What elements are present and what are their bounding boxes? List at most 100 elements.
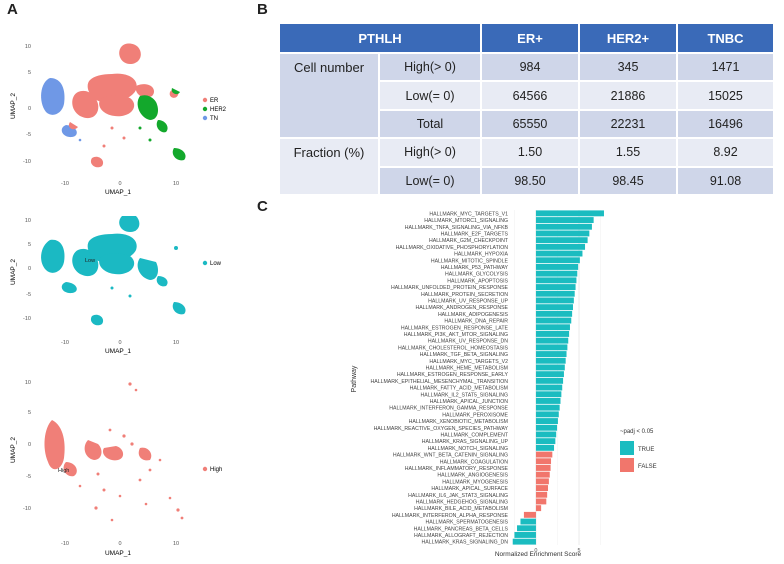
- gsea-category-label: HALLMARK_UV_RESPONSE_DN: [428, 339, 508, 345]
- gsea-category-label: HALLMARK_PANCREAS_BETA_CELLS: [414, 526, 509, 532]
- gsea-bar: [514, 532, 536, 538]
- table-cell: 65550: [482, 110, 578, 138]
- gsea-bar: [535, 438, 556, 445]
- row-sub-label: Total: [380, 110, 480, 138]
- svg-text:0: 0: [118, 541, 121, 547]
- high-cells: [44, 382, 184, 522]
- svg-text:-10: -10: [61, 181, 69, 187]
- gsea-bar: [535, 304, 573, 311]
- pthlh-table: PTHLH ER+ HER2+ TNBC Cell number High(> …: [278, 22, 775, 196]
- group-ylabel: UMAP_2: [10, 93, 17, 119]
- svg-text:5: 5: [28, 242, 31, 248]
- gsea-category-label: HALLMARK_E2F_TARGETS: [441, 232, 509, 238]
- gsea-bar-chart: HALLMARK_MYC_TARGETS_V1HALLMARK_MTORC1_S…: [351, 210, 657, 558]
- svg-text:0: 0: [118, 340, 121, 346]
- gsea-bar: [535, 210, 604, 217]
- header-pthlh: PTHLH: [280, 24, 480, 52]
- gsea-category-label: HALLMARK_XENOBIOTIC_METABOLISM: [409, 419, 508, 425]
- gsea-category-label: HALLMARK_ANDROGEN_RESPONSE: [415, 305, 508, 311]
- gsea-bar: [535, 491, 548, 498]
- gsea-category-label: HALLMARK_DNA_REPAIR: [444, 319, 508, 325]
- gsea-category-label: HALLMARK_UV_RESPONSE_UP: [428, 299, 508, 305]
- svg-text:0: 0: [118, 181, 121, 187]
- gsea-ylabel: Pathway: [351, 365, 358, 392]
- gsea-category-label: HALLMARK_BILE_ACID_METABOLISM: [414, 506, 508, 512]
- high-xlabel: UMAP_1: [105, 550, 131, 557]
- gsea-bar: [535, 471, 550, 478]
- row-group-cell-number: Cell number: [280, 54, 378, 138]
- gsea-legend: ~padj < 0.05 TRUE FALSE: [620, 429, 657, 472]
- low-xticks: -10 0 10: [61, 340, 179, 346]
- header-er: ER+: [482, 24, 578, 52]
- panel-label-c: C: [257, 198, 268, 215]
- svg-text:10: 10: [25, 44, 31, 50]
- table-cell: 984: [482, 54, 578, 81]
- gsea-bar: [535, 217, 594, 223]
- gsea-bar: [535, 398, 561, 404]
- gsea-category-label: HALLMARK_MYC_TARGETS_V2: [429, 359, 508, 365]
- high-xticks: -10 0 10: [61, 541, 179, 547]
- gsea-category-label: HALLMARK_FATTY_ACID_METABOLISM: [410, 386, 508, 392]
- gsea-bars: [512, 210, 604, 545]
- low-legend-label: Low: [210, 261, 222, 267]
- group-cells: [41, 43, 186, 168]
- row-group-fraction: Fraction (%): [280, 139, 378, 194]
- gsea-bar: [535, 371, 564, 378]
- gsea-category-label: HALLMARK_ADIPOGENESIS: [438, 312, 509, 318]
- table-row: Cell number High(> 0) 984 345 1471: [280, 54, 773, 138]
- gsea-bar: [535, 257, 580, 264]
- gsea-x-tick: 0: [534, 548, 537, 554]
- svg-text:10: 10: [25, 218, 31, 224]
- group-legend: ER HER2 TN: [202, 97, 227, 122]
- gsea-category-label: HALLMARK_PROTEIN_SECRETION: [421, 292, 508, 298]
- high-legend-swatch: [202, 466, 208, 472]
- gsea-category-label: HALLMARK_APICAL_JUNCTION: [430, 399, 509, 405]
- table-cell: 8.92: [678, 139, 773, 166]
- gsea-category-label: HALLMARK_PEROXISOME: [442, 412, 508, 418]
- low-cells: [41, 216, 186, 326]
- gsea-bar: [535, 451, 553, 458]
- gsea-category-label: HALLMARK_PI3K_AKT_MTOR_SIGNALING: [404, 332, 508, 338]
- gsea-category-label: HALLMARK_ANGIOGENESIS: [437, 473, 508, 479]
- panel-label-a: A: [7, 1, 18, 18]
- high-yticks: 10 5 0 -5 -10: [23, 380, 31, 512]
- table-cell: 345: [580, 54, 676, 81]
- legend-er-swatch: [202, 97, 208, 103]
- gsea-bar: [535, 223, 592, 230]
- svg-text:-5: -5: [26, 292, 31, 298]
- svg-text:0: 0: [28, 442, 31, 448]
- table-cell: 98.50: [482, 167, 578, 194]
- gsea-category-label: HALLMARK_INFLAMMATORY_RESPONSE: [405, 466, 509, 472]
- legend-true-swatch: [620, 441, 634, 455]
- table-cell: 21886: [580, 82, 676, 109]
- gsea-bar: [535, 418, 558, 424]
- gsea-bar: [535, 331, 570, 337]
- group-xlabel: UMAP_1: [105, 189, 131, 196]
- gsea-bar: [535, 458, 552, 465]
- row-sub-label: Low(= 0): [380, 82, 480, 109]
- gsea-bar: [535, 230, 590, 237]
- table-cell: 16496: [678, 110, 773, 138]
- gsea-bar: [520, 518, 536, 525]
- gsea-category-label: HALLMARK_OXIDATIVE_PHOSPHORYLATION: [396, 245, 509, 251]
- gsea-bar: [535, 498, 547, 505]
- high-cluster-label: High: [58, 468, 69, 474]
- gsea-bar: [535, 250, 583, 257]
- gsea-category-label: HALLMARK_TGF_BETA_SIGNALING: [420, 352, 508, 358]
- umap-panel: group 10 5 0 -5 -10 -10 0 10 UMAP_1 UM: [10, 35, 227, 557]
- group-xticks: -10 0 10: [61, 181, 179, 187]
- gsea-bar: [517, 525, 536, 532]
- legend-her2-swatch: [202, 106, 208, 112]
- legend-false-swatch: [620, 458, 634, 472]
- row-sub-label: Low(= 0): [380, 167, 480, 194]
- gsea-category-label: HALLMARK_P53_PATHWAY: [441, 265, 509, 271]
- gsea-bar: [535, 377, 564, 384]
- table-cell: 64566: [482, 82, 578, 109]
- panel-label-b: B: [257, 1, 268, 18]
- low-cluster-label: Low: [85, 258, 95, 264]
- gsea-bar: [535, 478, 549, 485]
- gsea-bar: [523, 511, 536, 518]
- gsea-bar: [535, 364, 565, 371]
- legend-tn-swatch: [202, 115, 208, 121]
- gsea-category-labels: HALLMARK_MYC_TARGETS_V1HALLMARK_MTORC1_S…: [370, 211, 508, 545]
